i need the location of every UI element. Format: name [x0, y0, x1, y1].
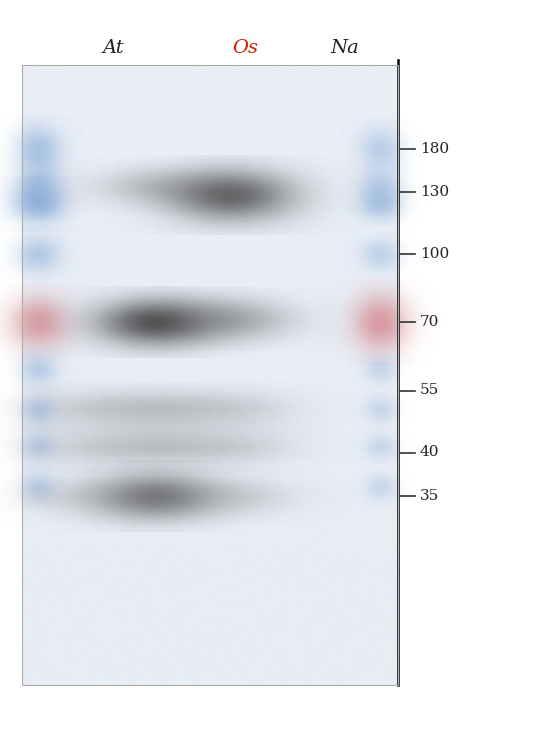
Text: 40: 40: [420, 446, 440, 460]
Bar: [22, 65, 398, 685]
Text: 35: 35: [420, 489, 439, 503]
Text: 130: 130: [420, 185, 449, 199]
Text: Na: Na: [331, 39, 359, 57]
Text: Os: Os: [232, 39, 258, 57]
Text: 100: 100: [420, 247, 449, 261]
Text: 70: 70: [420, 315, 439, 329]
Text: At: At: [102, 39, 124, 57]
Text: 55: 55: [420, 383, 439, 398]
Text: 180: 180: [420, 142, 449, 156]
